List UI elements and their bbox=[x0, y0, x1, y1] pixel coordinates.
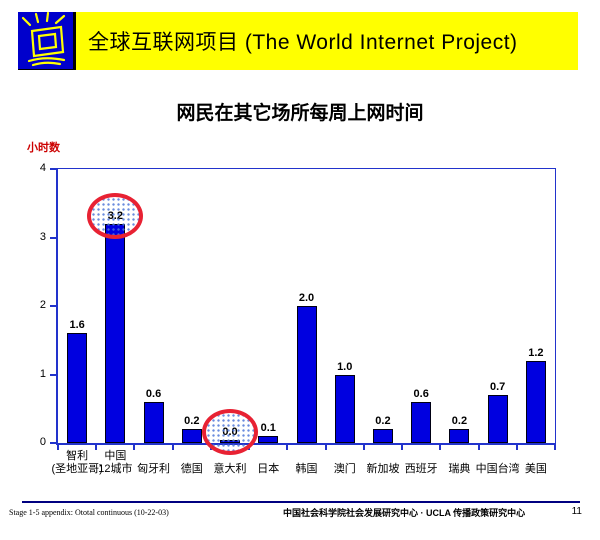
bar-value-label: 0.7 bbox=[489, 381, 506, 394]
x-axis-label-美国: 美国 bbox=[498, 448, 574, 476]
x-axis-tick bbox=[286, 445, 289, 450]
x-axis-label-line: 匈牙利 bbox=[137, 463, 171, 475]
x-axis-label-line: (圣地亚哥) bbox=[51, 463, 103, 475]
page-number: 11 bbox=[571, 506, 582, 517]
y-axis-tick-label: 2 bbox=[39, 299, 46, 311]
x-axis-tick bbox=[439, 445, 442, 450]
x-axis-label-line: 瑞典 bbox=[448, 463, 471, 475]
bar-日本 bbox=[258, 436, 279, 443]
x-axis-tick bbox=[171, 445, 174, 450]
x-axis-label-智利 (圣地亚哥): 智利 (圣地亚哥) bbox=[39, 448, 115, 476]
y-axis-tick-label: 3 bbox=[39, 230, 46, 243]
x-axis-label-line: 美国 bbox=[524, 463, 547, 475]
x-axis-label-line: 智利 bbox=[66, 450, 89, 462]
y-axis-tick bbox=[50, 168, 56, 170]
bar-韩国 bbox=[296, 306, 317, 443]
bar-value-label: 0.2 bbox=[184, 415, 200, 428]
x-axis-label-中国台湾: 中国台湾 bbox=[460, 448, 536, 476]
slide-title: 网民在其它场所每周上网时间 bbox=[176, 103, 424, 124]
x-axis-label-line: 澳门 bbox=[333, 463, 356, 475]
bar-value-label: 1.0 bbox=[337, 360, 353, 373]
footer-credits: 中国社会科学院社会发展研究中心 · UCLA 传播政策研究中心 bbox=[283, 508, 526, 518]
x-axis-tick bbox=[133, 445, 136, 450]
x-axis-label-意大利: 意大利 bbox=[192, 448, 268, 476]
x-axis-label-韩国: 韩国 bbox=[269, 448, 345, 476]
y-axis-tick-label: 4 bbox=[39, 162, 46, 174]
y-axis-tick bbox=[50, 236, 56, 239]
bar-value-label: 2.0 bbox=[298, 292, 315, 304]
bar-value-label: 0.2 bbox=[451, 415, 468, 428]
y-axis-label: 小时数 bbox=[27, 142, 60, 154]
x-axis-label-新加坡: 新加坡 bbox=[345, 448, 421, 476]
footer-note: Stage 1-5 appendix: Ototal continuous (1… bbox=[9, 508, 169, 517]
x-axis-tick bbox=[515, 445, 518, 450]
x-axis-tick bbox=[554, 445, 556, 450]
x-axis-tick bbox=[477, 445, 480, 450]
bar-新加坡 bbox=[372, 429, 393, 443]
footer-divider bbox=[22, 501, 580, 503]
shining-monitor-icon bbox=[18, 11, 76, 70]
bar-value-label: 0.1 bbox=[260, 422, 276, 435]
y-axis-tick bbox=[50, 373, 56, 376]
header-title: 全球互联网项目 (The World Internet Project) bbox=[88, 31, 518, 54]
y-axis-tick bbox=[50, 442, 56, 444]
x-axis-label-西班牙: 西班牙 bbox=[383, 448, 459, 476]
y-axis-tick-label: 0 bbox=[39, 436, 46, 448]
x-axis-label-line: 日本 bbox=[257, 463, 280, 475]
bar-德国 bbox=[181, 429, 202, 443]
x-axis-label-line: 12城市 bbox=[98, 463, 133, 475]
bar-value-label: 1.6 bbox=[69, 319, 85, 332]
x-axis-tick bbox=[362, 445, 365, 450]
bar-value-label: 1.2 bbox=[528, 346, 544, 359]
bar-美国 bbox=[525, 360, 546, 443]
bar-西班牙 bbox=[411, 401, 432, 443]
x-axis-label-line: 意大利 bbox=[213, 463, 247, 475]
x-axis-label-澳门: 澳门 bbox=[307, 448, 383, 476]
bar-value-label: 0.6 bbox=[145, 387, 162, 400]
bar-value-label: 0.6 bbox=[413, 387, 429, 400]
red-circle-annotation bbox=[87, 192, 144, 239]
slide-header: 全球互联网项目 (The World Internet Project) bbox=[18, 11, 578, 70]
x-axis-tick bbox=[95, 445, 98, 450]
x-axis-tick bbox=[57, 445, 59, 450]
bar-中国 12城市 bbox=[105, 223, 126, 443]
bar-中国台湾 bbox=[487, 395, 508, 443]
bar-匈牙利 bbox=[143, 401, 164, 443]
bar-value-label: 0.2 bbox=[375, 415, 391, 428]
x-axis-label-line: 中国台湾 bbox=[475, 463, 520, 475]
bar-chart-plot-area: 1.63.20.60.20.00.12.01.00.20.60.20.71.2 bbox=[56, 168, 556, 455]
x-axis-label-匈牙利: 匈牙利 bbox=[116, 448, 192, 476]
x-axis-label-line: 新加坡 bbox=[366, 463, 400, 475]
x-axis-label-line: 德国 bbox=[180, 463, 203, 475]
x-axis-tick bbox=[324, 445, 327, 450]
x-axis-label-德国: 德国 bbox=[154, 448, 230, 476]
bar-瑞典 bbox=[449, 429, 470, 443]
red-circle-annotation bbox=[202, 409, 259, 455]
x-axis-tick bbox=[401, 445, 404, 450]
x-axis-label-中国 12城市: 中国 12城市 bbox=[77, 448, 153, 476]
x-axis-label-日本: 日本 bbox=[230, 448, 306, 476]
bar-智利 (圣地亚哥) bbox=[67, 333, 88, 443]
y-axis-tick-label: 1 bbox=[39, 367, 46, 380]
y-axis-tick bbox=[50, 305, 56, 307]
x-axis-label-瑞典: 瑞典 bbox=[421, 448, 497, 476]
bar-澳门 bbox=[334, 374, 355, 443]
x-axis-label-line: 韩国 bbox=[295, 463, 318, 475]
x-axis-label-line: 西班牙 bbox=[404, 463, 438, 475]
x-axis-label-line: 中国 bbox=[104, 450, 127, 462]
